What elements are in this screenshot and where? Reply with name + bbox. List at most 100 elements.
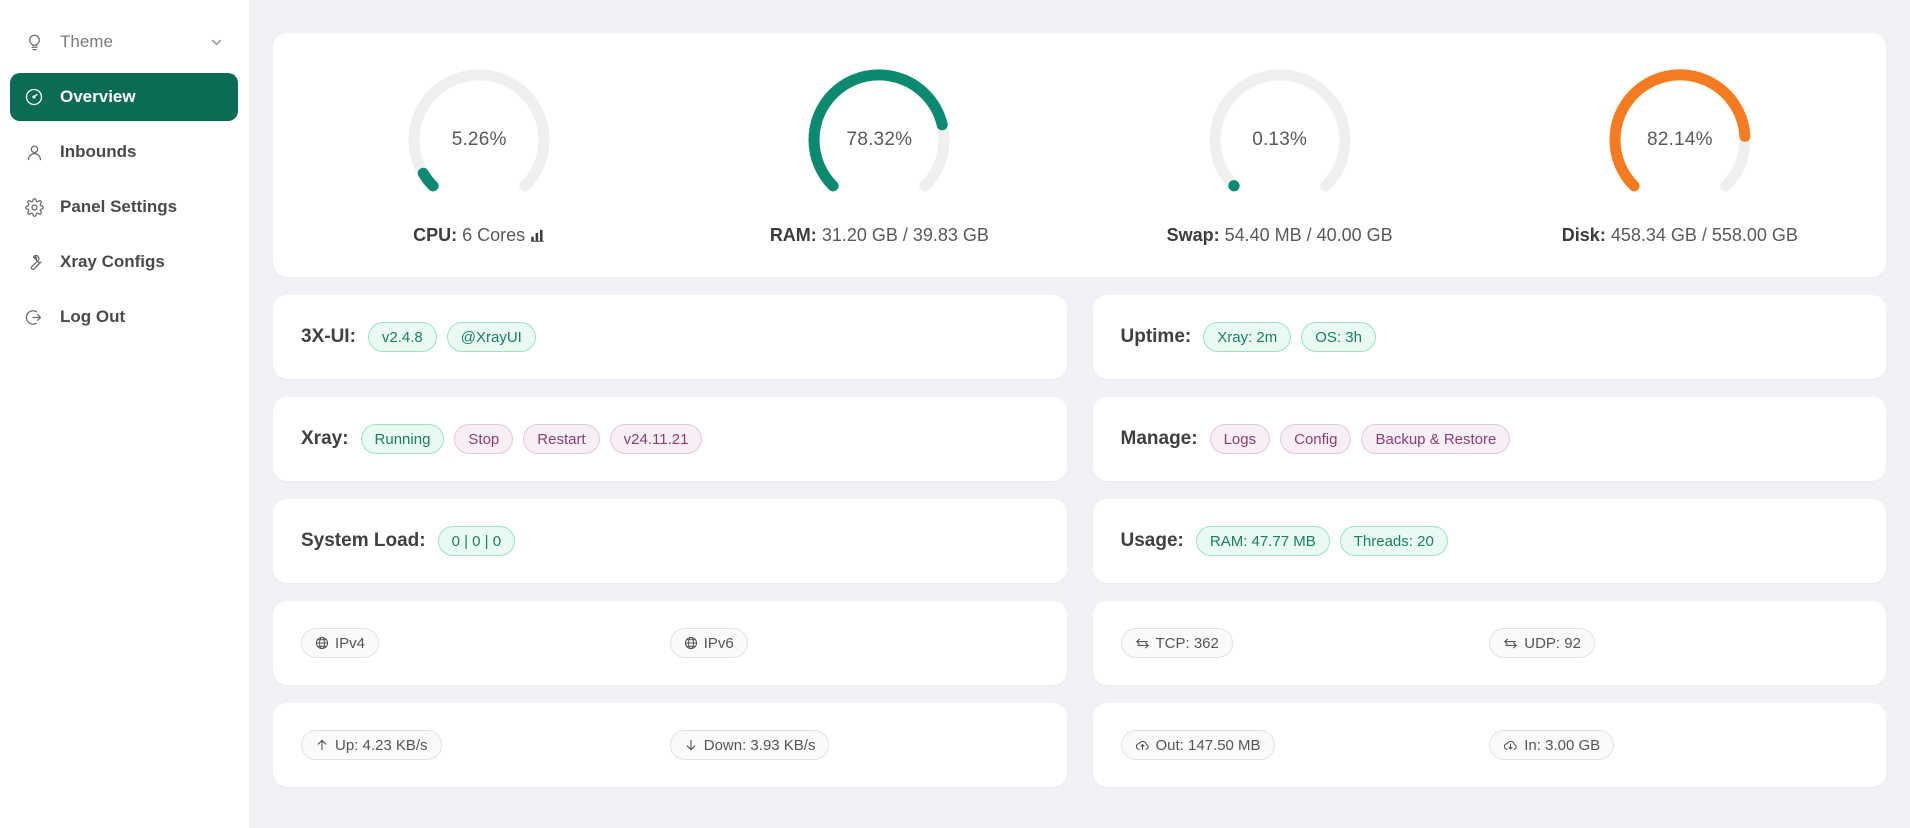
gauge-ram: 78.32% RAM: 31.20 GB / 39.83 GB (679, 64, 1079, 246)
card-system-load-tags: 0 | 0 | 0 (437, 526, 516, 556)
bar-chart-icon[interactable] (530, 228, 545, 243)
sidebar-item-overview[interactable]: Overview (10, 73, 238, 121)
cloud-download-icon (1503, 738, 1518, 753)
globe-icon (315, 636, 329, 650)
gauge-cpu-svg (408, 69, 550, 192)
tag-xui-handle[interactable]: @XrayUI (446, 322, 536, 352)
sidebar-item-inbounds[interactable]: Inbounds (10, 128, 238, 176)
tag-manage-config[interactable]: Config (1280, 424, 1352, 454)
gauge-swap-text: 54.40 MB / 40.00 GB (1224, 225, 1393, 245)
gauge-disk-text: 458.34 GB / 558.00 GB (1610, 225, 1798, 245)
gauge-disk-value: 82.14% (1647, 129, 1713, 150)
card-ip-left: IPv4 (301, 628, 670, 658)
card-sockets-right: UDP: 92 (1489, 628, 1858, 658)
card-speed-right: Down: 3.93 KB/s (669, 730, 1039, 760)
card-manage-title: Manage: (1120, 428, 1198, 449)
tag-traffic-in-label: In: 3.00 GB (1524, 736, 1601, 754)
card-ip: IPv4 IPv6 (273, 601, 1067, 685)
card-ip-halves: IPv4 IPv6 (301, 628, 1039, 658)
gauge-disk-svg (1609, 69, 1751, 192)
card-speed: Up: 4.23 KB/s Down: 3.93 KB/s (273, 703, 1067, 787)
system-stats-panel: 5.26% CPU: 6 Cores 78.32% (273, 33, 1886, 277)
tag-tcp-label: TCP: 362 (1155, 634, 1219, 652)
tag-manage-logs[interactable]: Logs (1209, 424, 1271, 454)
user-icon (24, 142, 44, 162)
gauge-swap-value: 0.13% (1252, 129, 1308, 150)
sidebar-item-xray-configs[interactable]: Xray Configs (10, 238, 238, 286)
tag-uptime-os[interactable]: OS: 3h (1301, 322, 1376, 352)
wrench-icon (24, 252, 44, 272)
sidebar-item-theme[interactable]: Theme (10, 18, 238, 66)
sidebar-item-label: Log Out (60, 307, 126, 326)
gauge-ram-ring: 78.32% (803, 64, 955, 216)
tag-xray-stop[interactable]: Stop (454, 424, 514, 454)
chevron-down-icon[interactable] (209, 35, 224, 50)
lightbulb-icon (24, 32, 44, 52)
tag-download-speed[interactable]: Down: 3.93 KB/s (669, 730, 830, 760)
sidebar-item-label: Theme (60, 32, 113, 51)
gauge-ram-text: 31.20 GB / 39.83 GB (821, 225, 989, 245)
sidebar-item-label: Overview (60, 87, 136, 106)
tag-xray-restart[interactable]: Restart (523, 424, 600, 454)
card-traffic-left: Out: 147.50 MB (1120, 730, 1490, 760)
info-grid: 3X-UI: v2.4.8 @XrayUI Uptime: Xray: 2m O… (273, 295, 1886, 787)
tag-udp-label: UDP: 92 (1524, 634, 1581, 652)
logout-icon (24, 307, 44, 327)
card-3xui: 3X-UI: v2.4.8 @XrayUI (273, 295, 1067, 379)
exchange-icon (1503, 636, 1518, 651)
tag-udp[interactable]: UDP: 92 (1489, 628, 1595, 658)
card-xray: Xray: Running Stop Restart v24.11.21 (273, 397, 1067, 481)
gauge-cpu-ring: 5.26% (403, 64, 555, 216)
card-traffic-right: In: 3.00 GB (1489, 730, 1858, 760)
sidebar-item-log-out[interactable]: Log Out (10, 293, 238, 341)
card-uptime: Uptime: Xray: 2m OS: 3h (1092, 295, 1886, 379)
card-xray-tags: Running Stop Restart v24.11.21 (360, 424, 703, 454)
gauge-cpu-label: CPU: 6 Cores (413, 225, 545, 246)
arrow-down-icon (684, 738, 698, 752)
tag-traffic-in[interactable]: In: 3.00 GB (1489, 730, 1615, 760)
card-traffic: Out: 147.50 MB In: 3.00 GB (1092, 703, 1886, 787)
tag-system-load-value[interactable]: 0 | 0 | 0 (437, 526, 516, 556)
tag-usage-ram[interactable]: RAM: 47.77 MB (1195, 526, 1330, 556)
gauge-swap-label: Swap: 54.40 MB / 40.00 GB (1167, 225, 1393, 246)
tag-ipv4-label: IPv4 (335, 634, 366, 652)
gauge-disk-ring: 82.14% (1604, 64, 1756, 216)
card-manage-tags: Logs Config Backup & Restore (1209, 424, 1511, 454)
gauge-swap-svg (1209, 69, 1351, 192)
card-speed-halves: Up: 4.23 KB/s Down: 3.93 KB/s (301, 730, 1039, 760)
card-sockets-left: TCP: 362 (1120, 628, 1490, 658)
sidebar-item-label: Inbounds (60, 142, 137, 161)
cloud-upload-icon (1135, 738, 1150, 753)
tag-ipv6[interactable]: IPv6 (669, 628, 748, 658)
arrow-up-icon (315, 738, 329, 752)
gauge-cpu-prefix: CPU: (413, 225, 458, 245)
gauge-swap: 0.13% Swap: 54.40 MB / 40.00 GB (1080, 64, 1480, 246)
gauge-cpu-value: 5.26% (451, 129, 507, 150)
tag-xray-status[interactable]: Running (360, 424, 445, 454)
tag-manage-backup[interactable]: Backup & Restore (1361, 424, 1511, 454)
tag-uptime-xray[interactable]: Xray: 2m (1203, 322, 1292, 352)
card-uptime-title: Uptime: (1120, 326, 1192, 347)
tag-tcp[interactable]: TCP: 362 (1120, 628, 1233, 658)
gauge-swap-ring: 0.13% (1204, 64, 1356, 216)
tag-ipv4[interactable]: IPv4 (301, 628, 380, 658)
sidebar-item-panel-settings[interactable]: Panel Settings (10, 183, 238, 231)
tag-xui-version[interactable]: v2.4.8 (367, 322, 437, 352)
dashboard-icon (24, 87, 44, 107)
tag-traffic-out[interactable]: Out: 147.50 MB (1120, 730, 1275, 760)
tag-usage-threads[interactable]: Threads: 20 (1339, 526, 1448, 556)
tag-xray-version[interactable]: v24.11.21 (609, 424, 703, 454)
card-3xui-tags: v2.4.8 @XrayUI (367, 322, 536, 352)
card-xray-title: Xray: (301, 428, 349, 449)
globe-icon (684, 636, 698, 650)
card-system-load-title: System Load: (301, 530, 426, 551)
card-speed-left: Up: 4.23 KB/s (301, 730, 670, 760)
tag-ipv6-label: IPv6 (703, 634, 734, 652)
gauge-disk-prefix: Disk: (1561, 225, 1606, 245)
card-usage-title: Usage: (1120, 530, 1184, 551)
gauge-cpu-text: 6 Cores (462, 225, 526, 245)
gauge-ram-prefix: RAM: (769, 225, 817, 245)
tag-upload-speed[interactable]: Up: 4.23 KB/s (301, 730, 442, 760)
sidebar-item-label: Xray Configs (60, 252, 165, 271)
